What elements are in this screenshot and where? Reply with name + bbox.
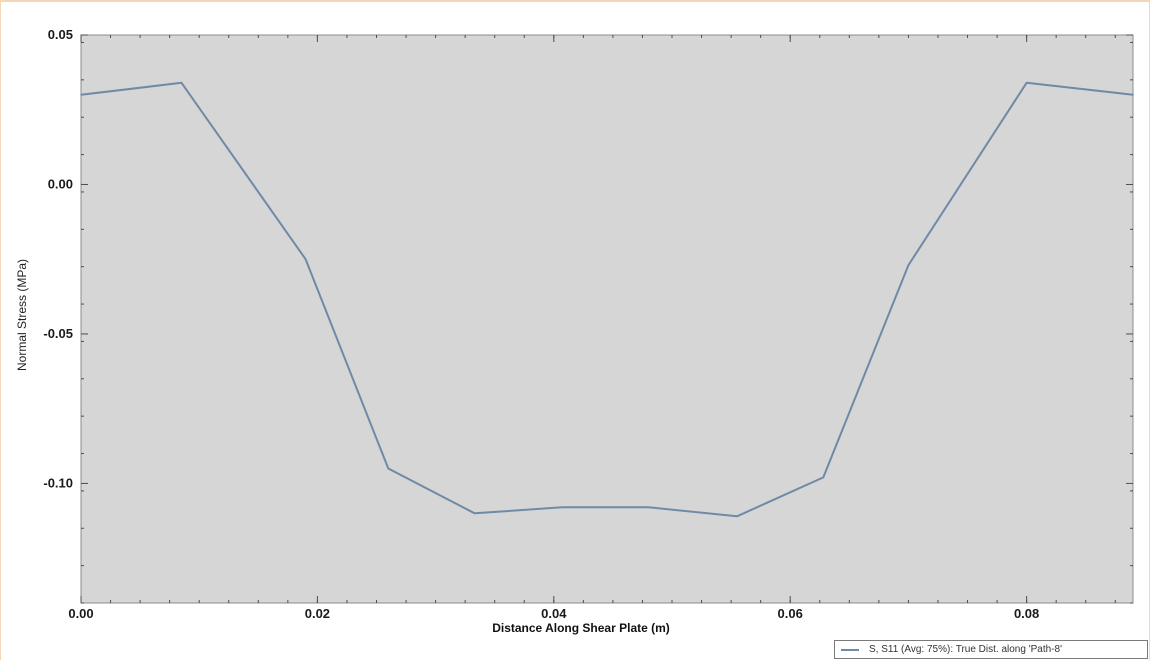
data-point bbox=[180, 82, 183, 84]
data-point bbox=[907, 264, 910, 266]
data-point bbox=[822, 476, 825, 479]
data-point bbox=[304, 258, 307, 261]
plot-area bbox=[80, 34, 1134, 604]
legend-swatch bbox=[841, 648, 859, 651]
legend-label: S, S11 (Avg: 75%): True Dist. along 'Pat… bbox=[869, 644, 1062, 655]
data-point bbox=[736, 515, 738, 518]
series-lines bbox=[80, 81, 1134, 518]
y-tick-label: 0.00 bbox=[48, 176, 73, 191]
y-tick-label: 0.05 bbox=[48, 27, 73, 42]
data-point bbox=[387, 467, 390, 470]
data-point bbox=[647, 506, 650, 509]
x-tick-label: 0.08 bbox=[1014, 606, 1039, 621]
data-point bbox=[80, 93, 82, 96]
tick-labels: 0.00 0.02 0.04 0.06 0.08 0.05 0.00 -0.05 -0.10 bbox=[43, 27, 1039, 621]
x-axis-label: Distance Along Shear Plate (m) bbox=[492, 621, 670, 635]
x-tick-label: 0.04 bbox=[541, 606, 567, 621]
plot-background bbox=[80, 34, 1134, 604]
series-line-0 bbox=[80, 81, 1134, 518]
y-axis-label: Normal Stress (MPa) bbox=[15, 259, 29, 371]
data-point bbox=[1132, 93, 1134, 96]
x-tick-label: 0.06 bbox=[778, 606, 803, 621]
x-tick-label: 0.02 bbox=[305, 606, 330, 621]
y-tick-label: -0.05 bbox=[43, 326, 73, 341]
legend: S, S11 (Avg: 75%): True Dist. along 'Pat… bbox=[834, 640, 1148, 659]
data-point bbox=[561, 506, 563, 509]
data-point bbox=[1025, 82, 1028, 84]
y-tick-label: -0.10 bbox=[43, 475, 73, 490]
x-tick-label: 0.00 bbox=[68, 606, 93, 621]
axis-ticks bbox=[80, 34, 1133, 604]
data-point bbox=[473, 512, 476, 515]
